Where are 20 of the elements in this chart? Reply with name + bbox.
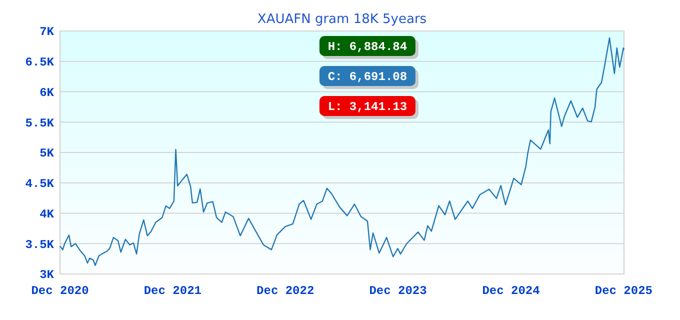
y-tick-label: 7K: [40, 25, 55, 40]
y-tick-label: 6K: [40, 86, 55, 100]
chart-title: XAUAFN gram 18K 5years: [257, 12, 427, 27]
annotation: H: 6,884.84: [328, 40, 408, 54]
x-tick-label: Dec 2022: [256, 284, 314, 298]
x-tick-label: Dec 2024: [482, 284, 540, 298]
x-tick-label: Dec 2020: [31, 284, 89, 298]
y-tick-label: 4.5K: [25, 177, 55, 192]
y-tick-label: 3.5K: [25, 238, 55, 252]
y-tick-label: 6.5K: [25, 56, 55, 70]
annotation: L: 3,141.13: [328, 100, 408, 114]
x-tick-label: Dec 2021: [144, 284, 202, 298]
y-tick-label: 5K: [40, 146, 55, 161]
y-tick-label: 5.5K: [25, 116, 55, 130]
annotation: C: 6,691.08: [328, 70, 408, 84]
y-tick-label: 3K: [40, 268, 55, 282]
y-tick-label: 4K: [40, 207, 55, 222]
line-series: [59, 37, 625, 266]
x-tick-label: Dec 2025: [594, 284, 652, 298]
x-tick-label: Dec 2023: [369, 284, 427, 298]
